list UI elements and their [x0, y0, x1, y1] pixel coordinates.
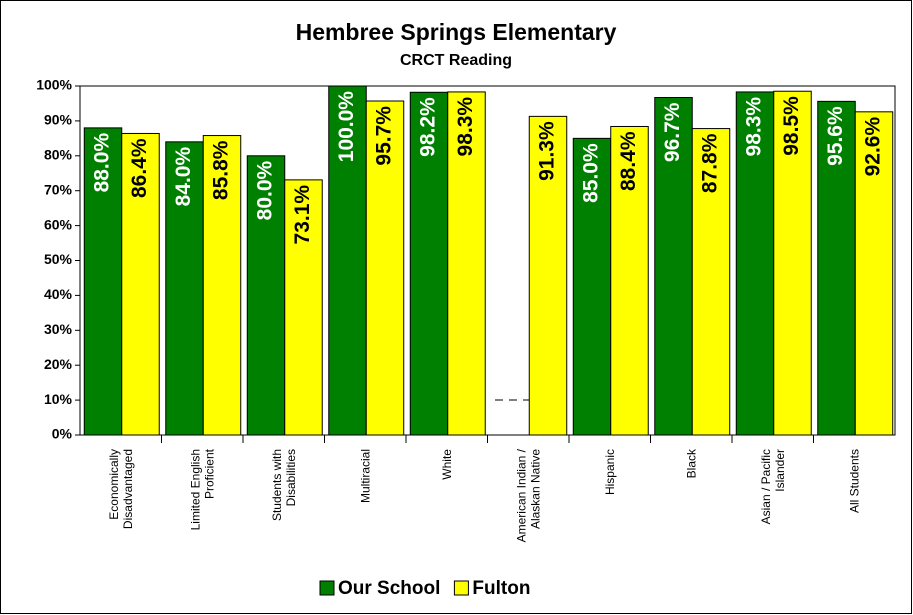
value-label: 86.4%: [128, 138, 151, 198]
bar: [246, 155, 286, 436]
bar: [121, 132, 160, 436]
value-label: 85.8%: [210, 140, 233, 200]
bar: [409, 91, 449, 436]
x-tick-label: Students with: [270, 449, 284, 521]
x-tick-label: Islander: [773, 449, 787, 492]
bar: [735, 91, 775, 436]
bar: [654, 97, 693, 436]
bar: [365, 100, 405, 436]
x-tick-label: White: [440, 449, 454, 480]
y-tick-label: 70%: [44, 181, 73, 197]
bar: [773, 90, 812, 436]
y-tick-label: 20%: [44, 356, 73, 372]
y-tick-label: 0%: [52, 426, 73, 442]
bar: [691, 128, 731, 436]
x-tick-label: Hispanic: [603, 449, 617, 495]
bar: [83, 127, 123, 436]
bar: [447, 91, 486, 436]
x-tick-label: Black: [684, 448, 698, 478]
value-label: 73.1%: [291, 185, 314, 245]
x-tick-label: American Indian /: [514, 448, 528, 542]
x-tick-label: Limited English: [188, 449, 202, 530]
x-tick-label: Asian / Pacific: [759, 449, 773, 524]
x-tick-label: Alaskan Native: [528, 449, 542, 529]
x-tick-label: Multiracial: [358, 449, 372, 503]
chart-title: Hembree Springs Elementary: [296, 19, 617, 45]
y-tick-label: 30%: [44, 321, 73, 337]
value-label: 85.0%: [580, 143, 603, 203]
legend-label: Our School: [338, 578, 440, 599]
x-tick-label: Disabilities: [284, 449, 298, 506]
value-label: 95.7%: [373, 106, 396, 166]
x-tick-label: Proficient: [202, 448, 216, 499]
legend-swatch: [453, 580, 469, 596]
value-label: 98.3%: [743, 97, 766, 157]
value-label: 98.2%: [417, 97, 440, 157]
y-tick-label: 60%: [44, 216, 73, 232]
x-tick-label: Economically: [107, 449, 121, 520]
bar: [528, 115, 568, 436]
value-label: 96.7%: [661, 102, 684, 162]
y-tick-label: 10%: [44, 391, 73, 407]
bar: [284, 179, 323, 436]
y-tick-label: 50%: [44, 251, 73, 267]
value-label: 98.5%: [780, 96, 803, 156]
x-tick-label: Disadvantaged: [121, 449, 135, 529]
value-label: 92.6%: [862, 117, 885, 177]
y-tick-label: 90%: [44, 112, 73, 128]
y-tick-label: 40%: [44, 286, 73, 302]
value-label: 98.3%: [454, 97, 477, 157]
y-tick-label: 100%: [36, 77, 72, 93]
chart-subtitle: CRCT Reading: [400, 52, 512, 69]
value-label: 100.0%: [335, 91, 358, 163]
value-label: 87.8%: [699, 133, 722, 193]
bar: [165, 141, 204, 436]
x-tick-label: All Students: [847, 449, 861, 513]
legend-swatch: [319, 580, 335, 596]
bar: [854, 111, 894, 436]
bar: [610, 125, 649, 436]
bar: [817, 100, 856, 436]
bar: [202, 135, 242, 436]
value-label: 95.6%: [824, 106, 847, 166]
value-label: 84.0%: [172, 147, 195, 207]
legend-label: Fulton: [472, 578, 530, 599]
value-label: 88.4%: [617, 131, 640, 191]
value-label: 88.0%: [91, 133, 114, 193]
value-label: 91.3%: [536, 121, 559, 181]
y-tick-label: 80%: [44, 147, 73, 163]
bar: [572, 137, 612, 436]
bar: [328, 85, 367, 436]
value-label: 80.0%: [254, 160, 277, 220]
